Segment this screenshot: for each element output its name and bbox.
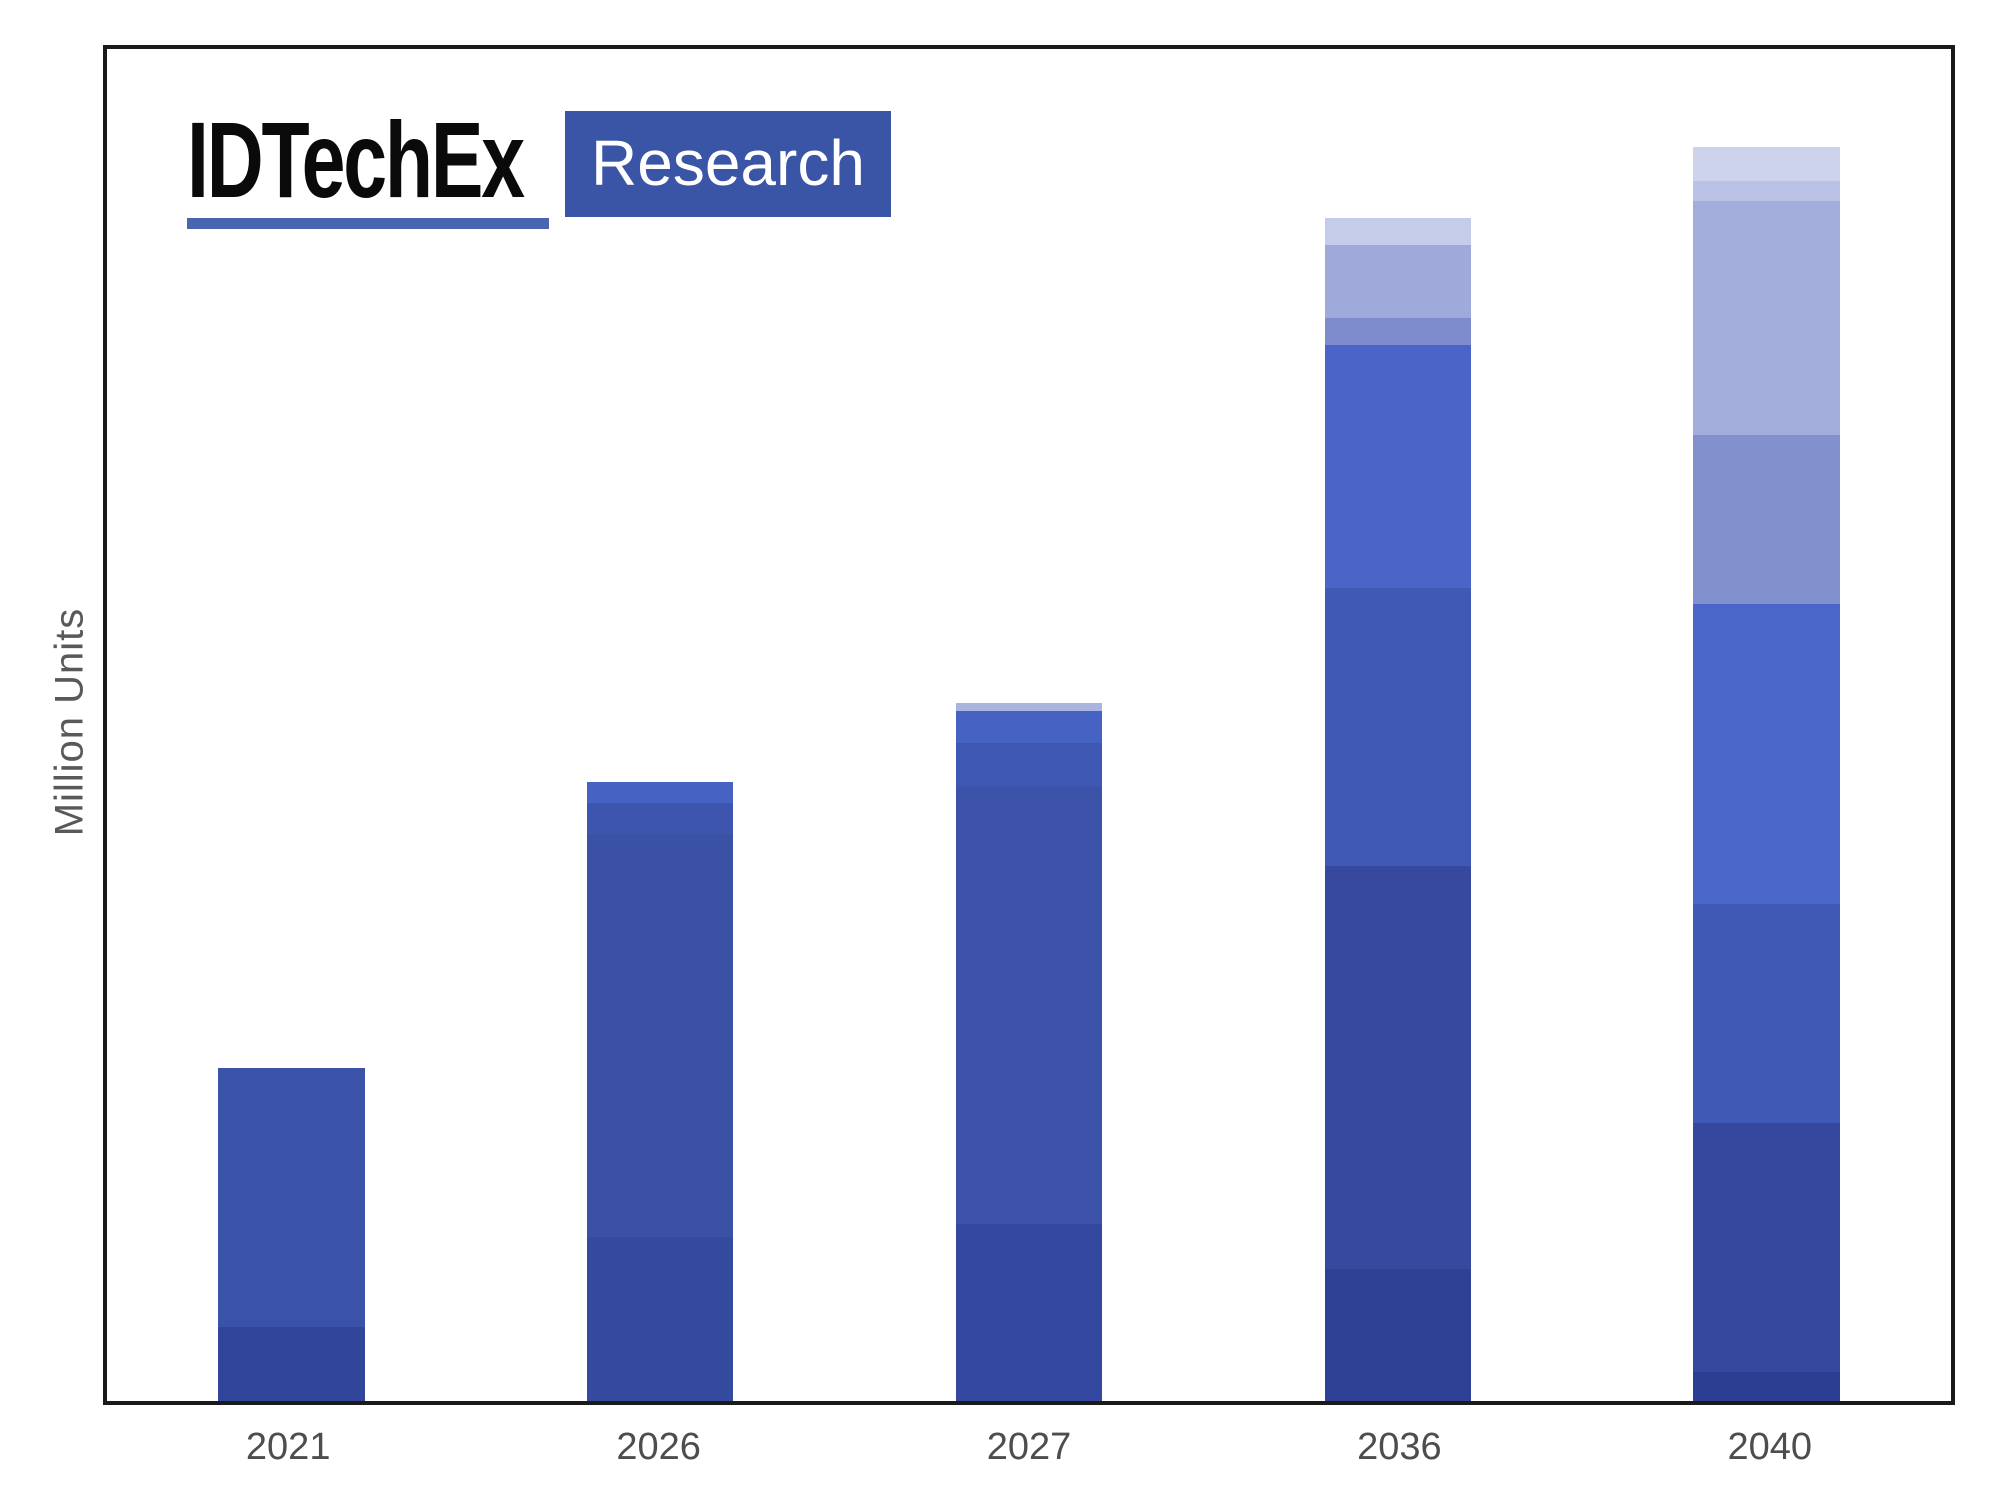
bar-segment [1324, 866, 1471, 1269]
bar-segment [1693, 1372, 1840, 1401]
y-axis-title: Million Units [47, 607, 92, 837]
bar-2026 [586, 49, 734, 1401]
x-tick-label-2021: 2021 [245, 1426, 331, 1468]
bars-layer [107, 49, 1951, 1401]
bar-segment [1693, 200, 1840, 435]
x-tick-label-2026: 2026 [616, 1426, 701, 1468]
bar-segment [955, 742, 1103, 787]
bar-segment [1324, 345, 1471, 588]
bar-segment [1324, 244, 1471, 319]
x-tick-label-2027: 2027 [986, 1426, 1072, 1468]
logo-research-label: Research [591, 127, 865, 199]
plot-area: IDTechEx Research [103, 45, 1955, 1405]
bar-2027 [955, 49, 1103, 1401]
bar-segment [955, 786, 1103, 1225]
bar-segment [955, 1224, 1103, 1401]
bar-segment [1693, 1122, 1840, 1373]
bar-segment [586, 1237, 734, 1401]
bar-segment [1324, 587, 1471, 867]
bar-segment [1693, 181, 1840, 201]
bar-segment [1693, 903, 1840, 1123]
bar-segment [218, 1326, 365, 1401]
bar-2040 [1693, 49, 1840, 1401]
bar-segment [1324, 217, 1471, 245]
logo-research-badge: Research [565, 111, 891, 217]
logo-brand-label: IDTechEx [187, 99, 525, 220]
bar-segment [955, 711, 1103, 743]
x-axis-labels: 2021 2026 2027 2036 2040 [103, 1426, 1955, 1478]
x-tick-label-2040: 2040 [1727, 1426, 1813, 1468]
bar-2036 [1324, 49, 1471, 1401]
x-tick-label-2036: 2036 [1357, 1426, 1442, 1468]
logo-underline [187, 218, 549, 230]
bar-segment [1693, 434, 1840, 604]
bar-segment [586, 802, 734, 835]
bar-segment [955, 703, 1103, 712]
bar-2021 [218, 49, 365, 1401]
bar-segment [1693, 147, 1840, 182]
logo-brand-block: IDTechEx [187, 99, 549, 230]
idtechex-logo: IDTechEx Research [187, 99, 891, 230]
bar-segment [586, 781, 734, 803]
bar-segment [218, 1068, 365, 1327]
bar-segment [1324, 1268, 1471, 1401]
bar-segment [1693, 603, 1840, 904]
bar-segment [1324, 318, 1471, 346]
bar-segment [586, 834, 734, 1238]
